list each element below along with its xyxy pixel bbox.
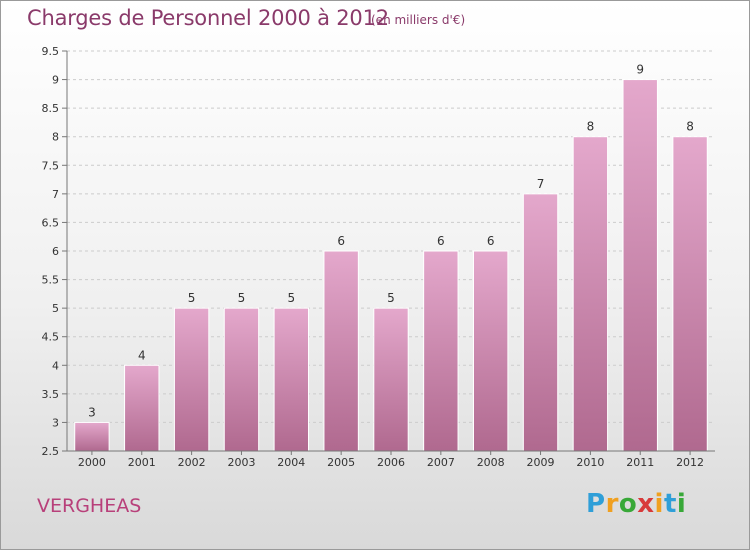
y-tick-label: 5.5 [42,274,60,287]
y-tick-label: 6 [52,245,59,258]
y-tick-label: 9 [52,74,59,87]
data-label: 5 [238,291,246,305]
data-label: 8 [587,120,595,134]
bar-2000 [74,421,110,452]
logo-letter: i [676,489,687,519]
bar-2007 [423,250,459,452]
logo-letter: i [654,489,664,519]
x-tick-label: 2006 [377,456,405,469]
chart-title: Charges de Personnel 2000 à 2012 [27,6,389,30]
data-label: 3 [88,405,96,419]
bar-2001 [124,364,160,452]
y-tick-label: 7 [52,188,59,201]
x-tick-label: 2003 [227,456,255,469]
x-tick-label: 2011 [626,456,654,469]
logo-letter: o [618,489,638,519]
x-tick-label: 2007 [427,456,455,469]
y-tick-label: 7.5 [42,159,60,172]
data-label: 5 [188,291,196,305]
axes [62,50,715,455]
y-tick-label: 5 [52,302,59,315]
proxiti-logo: Proxiti [586,489,686,519]
location-name: VERGHEAS [37,495,142,517]
bars [74,79,708,452]
x-tick-label: 2004 [277,456,305,469]
data-label: 5 [387,291,395,305]
x-tick-label: 2008 [477,456,505,469]
bar-2006 [373,307,409,452]
chart-subtitle: (en milliers d'€) [371,13,466,27]
x-tick-label: 2012 [676,456,704,469]
x-tick-label: 2005 [327,456,355,469]
y-tick-label: 4.5 [42,331,60,344]
x-tick-label: 2000 [78,456,106,469]
y-tick-label: 3.5 [42,388,60,401]
y-tick-label: 8.5 [42,102,60,115]
bar-2012 [672,136,708,452]
y-tick-label: 9.5 [42,45,60,58]
logo-letter: P [586,489,606,519]
data-label: 6 [437,234,445,248]
logo-letter: x [637,489,655,519]
y-tick-label: 3 [52,416,59,429]
bar-2011 [622,79,658,452]
logo-letter: t [663,489,677,519]
labels: 2.5 3 3.5 4 4.5 5 5.5 6 6.5 7 7.5 8 8.5 9 9.5 3 2000 4 200… [42,45,705,469]
bar-2009 [522,193,559,452]
bar-2008 [472,250,509,452]
y-tick-label: 8 [52,131,59,144]
y-tick-label: 6.5 [42,216,60,229]
data-label: 8 [686,120,694,134]
bar-2010 [572,136,609,452]
y-tick-label: 2.5 [42,445,60,458]
y-tick-label: 4 [52,359,59,372]
x-tick-label: 2001 [128,456,156,469]
data-label: 7 [537,177,545,191]
data-label: 6 [487,234,495,248]
data-label: 5 [287,291,295,305]
bar-2004 [273,307,310,452]
data-label: 4 [138,348,146,362]
x-tick-label: 2009 [527,456,555,469]
x-tick-label: 2002 [178,456,206,469]
bar-2005 [323,250,359,452]
x-tick-label: 2010 [576,456,604,469]
logo-letter: r [605,489,619,519]
bar-2002 [173,307,210,452]
data-label: 9 [636,63,644,77]
data-label: 6 [337,234,345,248]
bar-2003 [223,307,260,452]
